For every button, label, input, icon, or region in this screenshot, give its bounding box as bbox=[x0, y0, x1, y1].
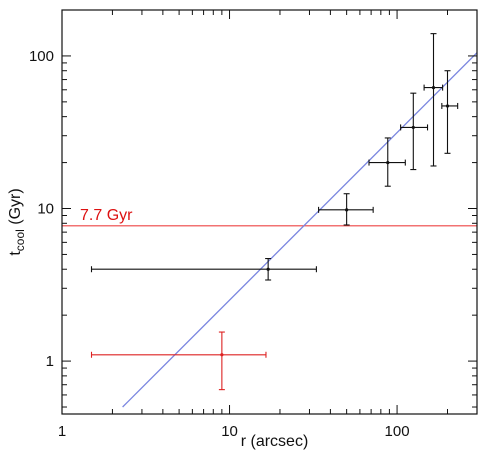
plot-content bbox=[62, 33, 477, 408]
data-marker bbox=[220, 353, 224, 357]
reference-line-label: 7.7 Gyr bbox=[80, 207, 133, 224]
data-point bbox=[400, 92, 429, 171]
data-point bbox=[90, 257, 317, 281]
data-point bbox=[90, 331, 267, 391]
plot-frame bbox=[61, 9, 478, 415]
data-point bbox=[441, 70, 459, 154]
data-marker bbox=[266, 267, 270, 271]
x-tick-label: 100 bbox=[385, 423, 410, 440]
y-axis-label: tcool (Gyr) bbox=[7, 188, 27, 255]
x-axis-label: r (arcsec) bbox=[241, 433, 309, 450]
y-axis-label-rest: (Gyr) bbox=[7, 188, 24, 229]
fit-line bbox=[122, 52, 477, 408]
y-tick-label: 10 bbox=[37, 201, 54, 218]
data-point bbox=[318, 193, 374, 226]
data-point bbox=[423, 33, 444, 167]
y-tick-label: 100 bbox=[29, 48, 54, 65]
x-tick-label: 10 bbox=[221, 423, 238, 440]
data-marker bbox=[345, 208, 349, 212]
plot-area bbox=[62, 33, 477, 408]
y-axis-label-main: t bbox=[7, 251, 24, 256]
x-tick-label: 1 bbox=[58, 423, 66, 440]
y-tick-label: 1 bbox=[46, 353, 54, 370]
axis-ticks: 1 10 100 1 10 100 bbox=[29, 9, 478, 440]
data-marker bbox=[445, 104, 450, 108]
data-marker bbox=[386, 160, 390, 165]
data-point bbox=[368, 137, 406, 187]
data-marker bbox=[431, 86, 436, 90]
data-marker bbox=[411, 125, 415, 130]
y-axis-label-sub: cool bbox=[13, 229, 27, 251]
